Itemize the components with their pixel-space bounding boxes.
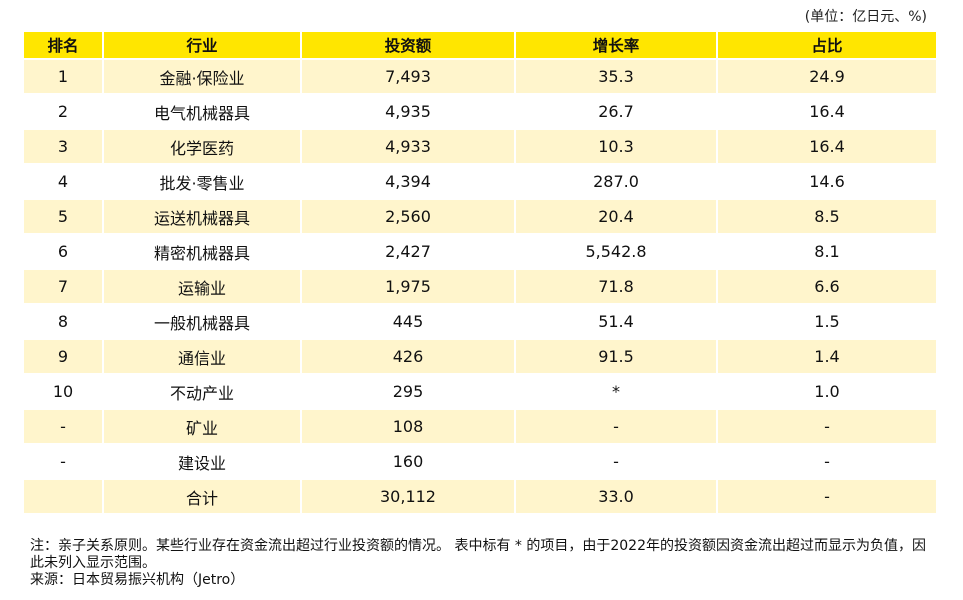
cell-investment: 4,933: [302, 130, 514, 163]
cell-growth-rate: -: [516, 445, 716, 478]
cell-investment: 2,427: [302, 235, 514, 268]
cell-industry: 矿业: [104, 410, 300, 443]
cell-industry: 通信业: [104, 340, 300, 373]
unit-label: (单位：亿日元、%): [804, 9, 927, 25]
cell-investment: 426: [302, 340, 514, 373]
table-row: 8 一般机械器具 445 51.4 1.5: [24, 305, 936, 338]
cell-growth-rate: 35.3: [516, 60, 716, 93]
cell-growth-rate: 10.3: [516, 130, 716, 163]
cell-share: 8.1: [718, 235, 936, 268]
cell-rank: [24, 480, 102, 513]
cell-rank: 7: [24, 270, 102, 303]
cell-share: 1.4: [718, 340, 936, 373]
cell-share: 1.0: [718, 375, 936, 408]
table-row: - 矿业 108- -: [24, 410, 936, 443]
header-industry: 行业: [104, 32, 300, 58]
cell-investment: 4,394: [302, 165, 514, 198]
cell-growth-rate: 91.5: [516, 340, 716, 373]
header-rank: 排名: [24, 32, 102, 58]
cell-share: 16.4: [718, 130, 936, 163]
cell-share: 1.5: [718, 305, 936, 338]
cell-growth-rate: 51.4: [516, 305, 716, 338]
header-growth-rate: 增长率: [516, 32, 716, 58]
cell-investment: 1,975: [302, 270, 514, 303]
table-row: 7 运输业 1,975 71.8 6.6: [24, 270, 936, 303]
cell-growth-rate: 26.7: [516, 95, 716, 128]
cell-investment: 2,560: [302, 200, 514, 233]
cell-growth-rate: *: [516, 375, 716, 408]
table-row: 3 化学医药 4,933 10.3 16.4: [24, 130, 936, 163]
cell-share: 16.4: [718, 95, 936, 128]
cell-industry: 化学医药: [104, 130, 300, 163]
table-header-row: 排名 行业 投资额 增长率 占比: [24, 32, 936, 58]
cell-growth-rate: -: [516, 410, 716, 443]
table-row: 5 运送机械器具 2,560 20.4 8.5: [24, 200, 936, 233]
cell-rank: 1: [24, 60, 102, 93]
cell-rank: 3: [24, 130, 102, 163]
cell-industry: 运输业: [104, 270, 300, 303]
cell-industry: 运送机械器具: [104, 200, 300, 233]
cell-share: 6.6: [718, 270, 936, 303]
table-row: - 建设业 160- -: [24, 445, 936, 478]
cell-rank: 4: [24, 165, 102, 198]
header-investment: 投资额: [302, 32, 514, 58]
cell-industry: 不动产业: [104, 375, 300, 408]
cell-growth-rate: 71.8: [516, 270, 716, 303]
table-row: 9 通信业 426 91.5 1.4: [24, 340, 936, 373]
cell-rank: 10: [24, 375, 102, 408]
cell-industry: 精密机械器具: [104, 235, 300, 268]
note-text: 注：亲子关系原则。某些行业存在资金流出超过行业投资额的情况。 表中标有 * 的项…: [30, 538, 926, 571]
cell-investment: 445: [302, 305, 514, 338]
cell-industry: 电气机械器具: [104, 95, 300, 128]
cell-investment: 295: [302, 375, 514, 408]
cell-rank: 2: [24, 95, 102, 128]
cell-rank: 6: [24, 235, 102, 268]
cell-industry: 合计: [104, 480, 300, 513]
cell-industry: 建设业: [104, 445, 300, 478]
cell-growth-rate: 287.0: [516, 165, 716, 198]
table-row: 10 不动产业 295 * 1.0: [24, 375, 936, 408]
cell-investment: 7,493: [302, 60, 514, 93]
cell-growth-rate: 20.4: [516, 200, 716, 233]
cell-share: 8.5: [718, 200, 936, 233]
cell-investment: 108: [302, 410, 514, 443]
cell-share: -: [718, 410, 936, 443]
footnotes: 注：亲子关系原则。某些行业存在资金流出超过行业投资额的情况。 表中标有 * 的项…: [30, 538, 935, 589]
cell-share: -: [718, 480, 936, 513]
cell-rank: 8: [24, 305, 102, 338]
cell-investment: 160: [302, 445, 514, 478]
cell-growth-rate: 5,542.8: [516, 235, 716, 268]
table-row: 1 金融·保险业 7,493 35.3 24.9: [24, 60, 936, 93]
cell-rank: 9: [24, 340, 102, 373]
cell-rank: 5: [24, 200, 102, 233]
cell-share: 24.9: [718, 60, 936, 93]
source-text: 来源：日本贸易振兴机构（Jetro）: [30, 572, 245, 588]
table-row: 6 精密机械器具 2,427 5,542.8 8.1: [24, 235, 936, 268]
cell-rank: -: [24, 445, 102, 478]
cell-industry: 一般机械器具: [104, 305, 300, 338]
cell-share: 14.6: [718, 165, 936, 198]
header-share: 占比: [718, 32, 936, 58]
cell-share: -: [718, 445, 936, 478]
table-row: 合计 30,112 33.0-: [24, 480, 936, 513]
table-row: 4 批发·零售业 4,394 287.0 14.6: [24, 165, 936, 198]
cell-industry: 金融·保险业: [104, 60, 300, 93]
table-row: 2 电气机械器具 4,935 26.7 16.4: [24, 95, 936, 128]
table-body: 1 金融·保险业 7,493 35.3 24.9 2 电气机械器具 4,935 26.7 16.4…: [24, 60, 936, 513]
cell-industry: 批发·零售业: [104, 165, 300, 198]
investment-table: 排名 行业 投资额 增长率 占比 1 金融·保险业 7,493 35.3 24.9 2 电气…: [22, 30, 938, 515]
cell-investment: 4,935: [302, 95, 514, 128]
cell-growth-rate: 33.0: [516, 480, 716, 513]
cell-rank: -: [24, 410, 102, 443]
cell-investment: 30,112: [302, 480, 514, 513]
